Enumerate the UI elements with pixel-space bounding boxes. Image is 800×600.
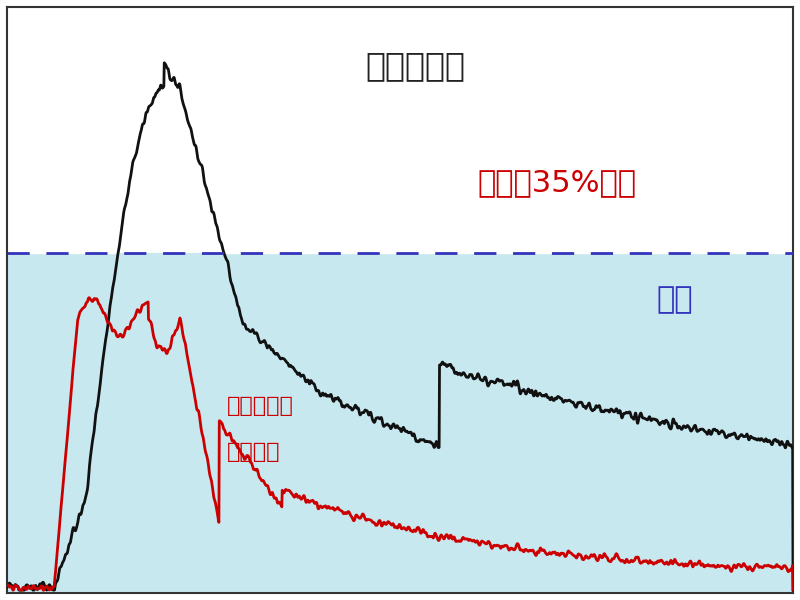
- Text: ＣＦＲＰ: ＣＦＲＰ: [227, 442, 281, 463]
- Text: 発熱量35%低減: 発熱量35%低減: [478, 168, 637, 197]
- Text: 難燃モデル: 難燃モデル: [227, 395, 294, 415]
- Text: 目標: 目標: [657, 286, 694, 314]
- Text: 東レ現行材: 東レ現行材: [366, 49, 466, 82]
